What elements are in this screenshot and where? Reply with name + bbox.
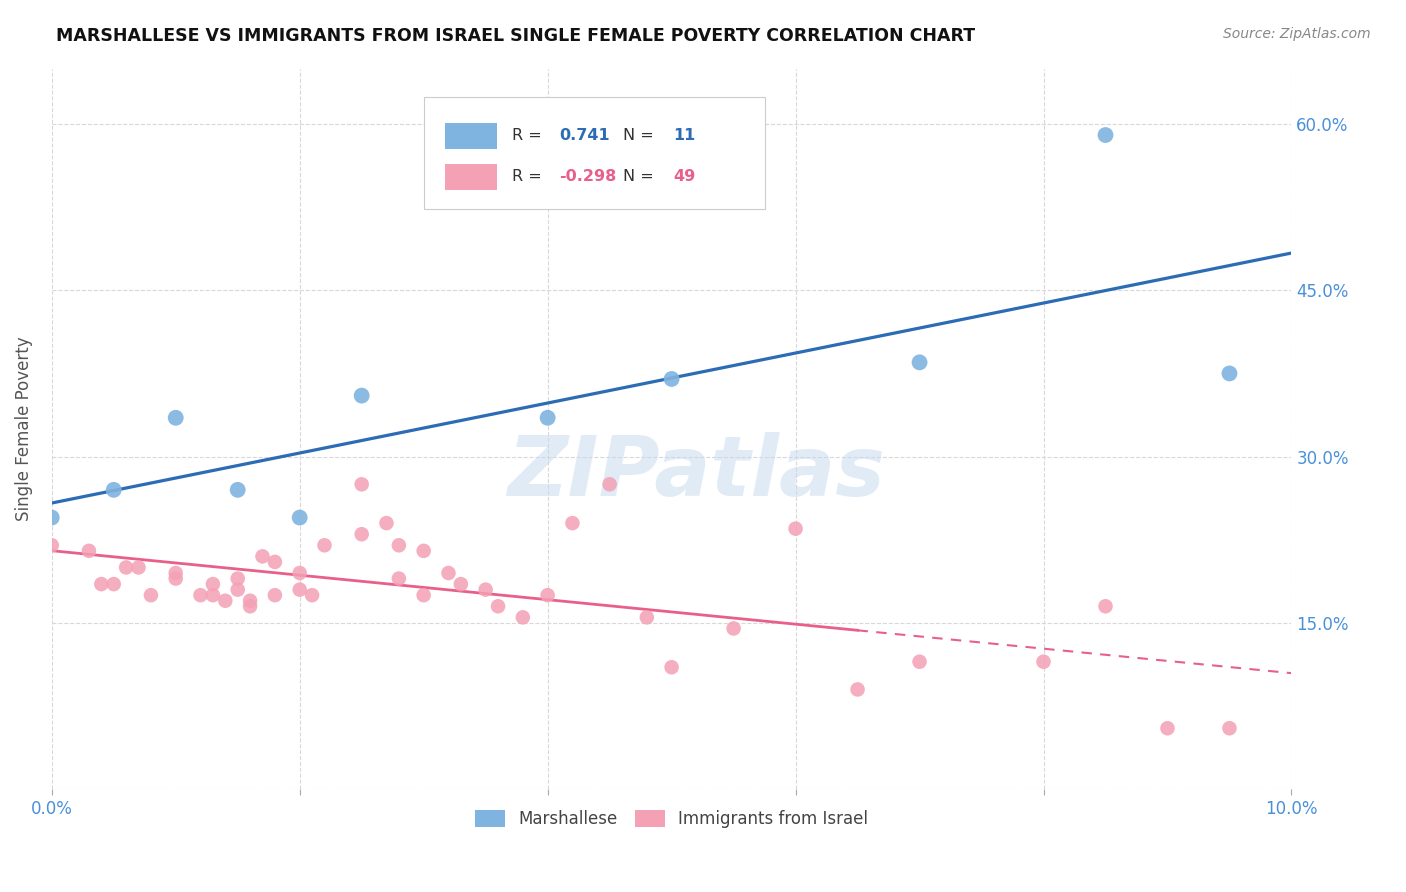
- Point: [252, 549, 274, 564]
- Point: [661, 372, 683, 386]
- Point: [561, 516, 583, 530]
- Point: [908, 355, 931, 369]
- Text: R =: R =: [512, 169, 547, 184]
- Point: [1218, 367, 1240, 381]
- Point: [908, 655, 931, 669]
- Point: [486, 599, 509, 614]
- Text: MARSHALLESE VS IMMIGRANTS FROM ISRAEL SINGLE FEMALE POVERTY CORRELATION CHART: MARSHALLESE VS IMMIGRANTS FROM ISRAEL SI…: [56, 27, 976, 45]
- Point: [103, 577, 125, 591]
- Point: [412, 544, 434, 558]
- Point: [226, 582, 249, 597]
- Point: [165, 410, 187, 425]
- Point: [201, 588, 224, 602]
- Point: [661, 660, 683, 674]
- Point: [77, 544, 100, 558]
- Point: [264, 588, 287, 602]
- Point: [139, 588, 162, 602]
- Point: [239, 593, 262, 607]
- Point: [288, 566, 311, 580]
- Point: [165, 572, 187, 586]
- Point: [239, 599, 262, 614]
- Point: [288, 582, 311, 597]
- Point: [288, 510, 311, 524]
- Point: [785, 522, 807, 536]
- Text: Source: ZipAtlas.com: Source: ZipAtlas.com: [1223, 27, 1371, 41]
- Point: [474, 582, 496, 597]
- Point: [1156, 721, 1178, 735]
- Point: [115, 560, 138, 574]
- Point: [90, 577, 112, 591]
- Point: [450, 577, 472, 591]
- Point: [350, 389, 373, 403]
- Point: [388, 572, 411, 586]
- Point: [201, 577, 224, 591]
- Point: [636, 610, 658, 624]
- Point: [165, 566, 187, 580]
- Text: -0.298: -0.298: [558, 169, 616, 184]
- Point: [846, 682, 869, 697]
- Point: [599, 477, 621, 491]
- Point: [190, 588, 212, 602]
- Legend: Marshallese, Immigrants from Israel: Marshallese, Immigrants from Israel: [468, 804, 875, 835]
- Point: [536, 410, 558, 425]
- FancyBboxPatch shape: [444, 122, 496, 148]
- Text: 11: 11: [673, 128, 695, 143]
- Text: 49: 49: [673, 169, 695, 184]
- Point: [214, 593, 236, 607]
- Point: [226, 483, 249, 497]
- Point: [723, 622, 745, 636]
- Point: [388, 538, 411, 552]
- Point: [41, 538, 63, 552]
- Point: [1094, 599, 1116, 614]
- Point: [1218, 721, 1240, 735]
- Point: [375, 516, 398, 530]
- Y-axis label: Single Female Poverty: Single Female Poverty: [15, 336, 32, 521]
- Point: [512, 610, 534, 624]
- Point: [226, 572, 249, 586]
- Point: [412, 588, 434, 602]
- Point: [1032, 655, 1054, 669]
- Point: [536, 588, 558, 602]
- Text: ZIPatlas: ZIPatlas: [508, 432, 886, 513]
- FancyBboxPatch shape: [423, 97, 765, 209]
- Point: [437, 566, 460, 580]
- Point: [103, 483, 125, 497]
- Point: [350, 527, 373, 541]
- Point: [128, 560, 150, 574]
- Point: [41, 510, 63, 524]
- Point: [350, 477, 373, 491]
- Point: [1094, 128, 1116, 142]
- Text: 0.741: 0.741: [558, 128, 609, 143]
- Point: [301, 588, 323, 602]
- FancyBboxPatch shape: [444, 163, 496, 190]
- Text: N =: N =: [623, 128, 659, 143]
- Point: [264, 555, 287, 569]
- Text: R =: R =: [512, 128, 547, 143]
- Text: N =: N =: [623, 169, 659, 184]
- Point: [314, 538, 336, 552]
